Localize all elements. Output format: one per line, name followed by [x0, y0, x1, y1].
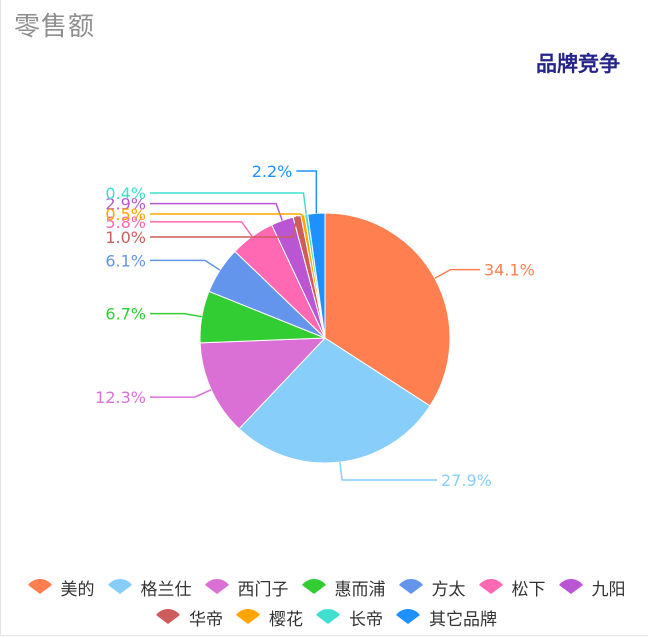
legend-label: 格兰仕: [140, 579, 192, 600]
data-label-10: 0.4%: [105, 184, 146, 203]
leader-line-1: [434, 268, 480, 279]
chart-legend: 美的 格兰仕 西门子 惠而浦 方太 松下 九阳 华帝 樱花 长帝 其它品牌: [0, 572, 650, 632]
data-label-9: 0.5%: [105, 205, 146, 224]
legend-item-7[interactable]: 九阳: [556, 575, 626, 600]
legend-item-10[interactable]: 长帝: [313, 605, 383, 630]
pie-chart: 34.1% 27.9% 12.3% 6.7% 6.1% 5.8%2.9% 1.0% 0.5% 0…: [95, 162, 535, 490]
legend-label: 松下: [511, 579, 546, 600]
data-label-7: 2.9%: [105, 195, 146, 214]
chart-title: 品牌竞争: [536, 52, 620, 76]
legend-row: 美的 格兰仕 西门子 惠而浦 方太 松下 九阳: [0, 572, 650, 602]
legend-label: 惠而浦: [334, 579, 386, 600]
legend-item-6[interactable]: 松下: [476, 575, 546, 600]
legend-swatch-icon: [558, 579, 583, 594]
legend-label: 其它品牌: [429, 609, 497, 630]
leader-line-11: [296, 170, 318, 214]
leader-line-2: [339, 462, 437, 481]
legend-label: 樱花: [269, 609, 303, 630]
legend-swatch-icon: [27, 579, 52, 594]
data-label-6: 5.8%: [105, 213, 146, 232]
leader-line-3: [150, 388, 212, 398]
legend-item-9[interactable]: 樱花: [233, 605, 303, 630]
legend-item-5[interactable]: 方太: [396, 575, 466, 600]
leader-line-8: [150, 216, 298, 238]
data-label-11: 2.2%: [252, 162, 293, 181]
data-label-3: 12.3%: [95, 388, 146, 407]
legend-label: 美的: [60, 579, 95, 600]
legend-item-8[interactable]: 华帝: [153, 605, 223, 630]
legend-swatch-icon: [156, 609, 180, 624]
legend-swatch-icon: [316, 609, 340, 624]
legend-swatch-icon: [478, 579, 503, 594]
data-label-8: 1.0%: [105, 228, 146, 247]
legend-item-3[interactable]: 西门子: [202, 575, 289, 600]
leader-line-7: [150, 202, 283, 221]
legend-label: 西门子: [237, 579, 289, 600]
legend-swatch-icon: [236, 609, 260, 624]
legend-row: 华帝 樱花 长帝 其它品牌: [0, 602, 650, 632]
legend-swatch-icon: [396, 609, 420, 624]
legend-item-1[interactable]: 美的: [25, 575, 95, 600]
data-label-1: 34.1%: [484, 261, 535, 280]
legend-swatch-icon: [398, 579, 423, 594]
legend-item-11[interactable]: 其它品牌: [393, 605, 497, 630]
leader-line-9: [150, 213, 303, 216]
data-label-4: 6.7%: [105, 305, 146, 324]
legend-label: 方太: [431, 579, 466, 600]
leader-line-4: [150, 312, 202, 318]
leader-line-6: [150, 221, 253, 237]
legend-label: 长帝: [349, 609, 383, 630]
legend-item-2[interactable]: 格兰仕: [105, 575, 192, 600]
legend-item-4[interactable]: 惠而浦: [299, 575, 386, 600]
pie-slice-3[interactable]: [199, 337, 327, 430]
leader-line-10: [150, 192, 307, 215]
legend-label: 九阳: [591, 579, 626, 600]
data-label-5: 6.1%: [105, 251, 146, 270]
legend-swatch-icon: [301, 579, 326, 594]
leader-line-5: [150, 259, 221, 271]
pie-slice-11[interactable]: [307, 212, 326, 339]
page-title: 零售额: [14, 12, 96, 42]
legend-swatch-icon: [204, 579, 229, 594]
legend-swatch-icon: [107, 579, 132, 594]
legend-label: 华帝: [189, 609, 223, 630]
data-label-2: 27.9%: [441, 471, 492, 490]
